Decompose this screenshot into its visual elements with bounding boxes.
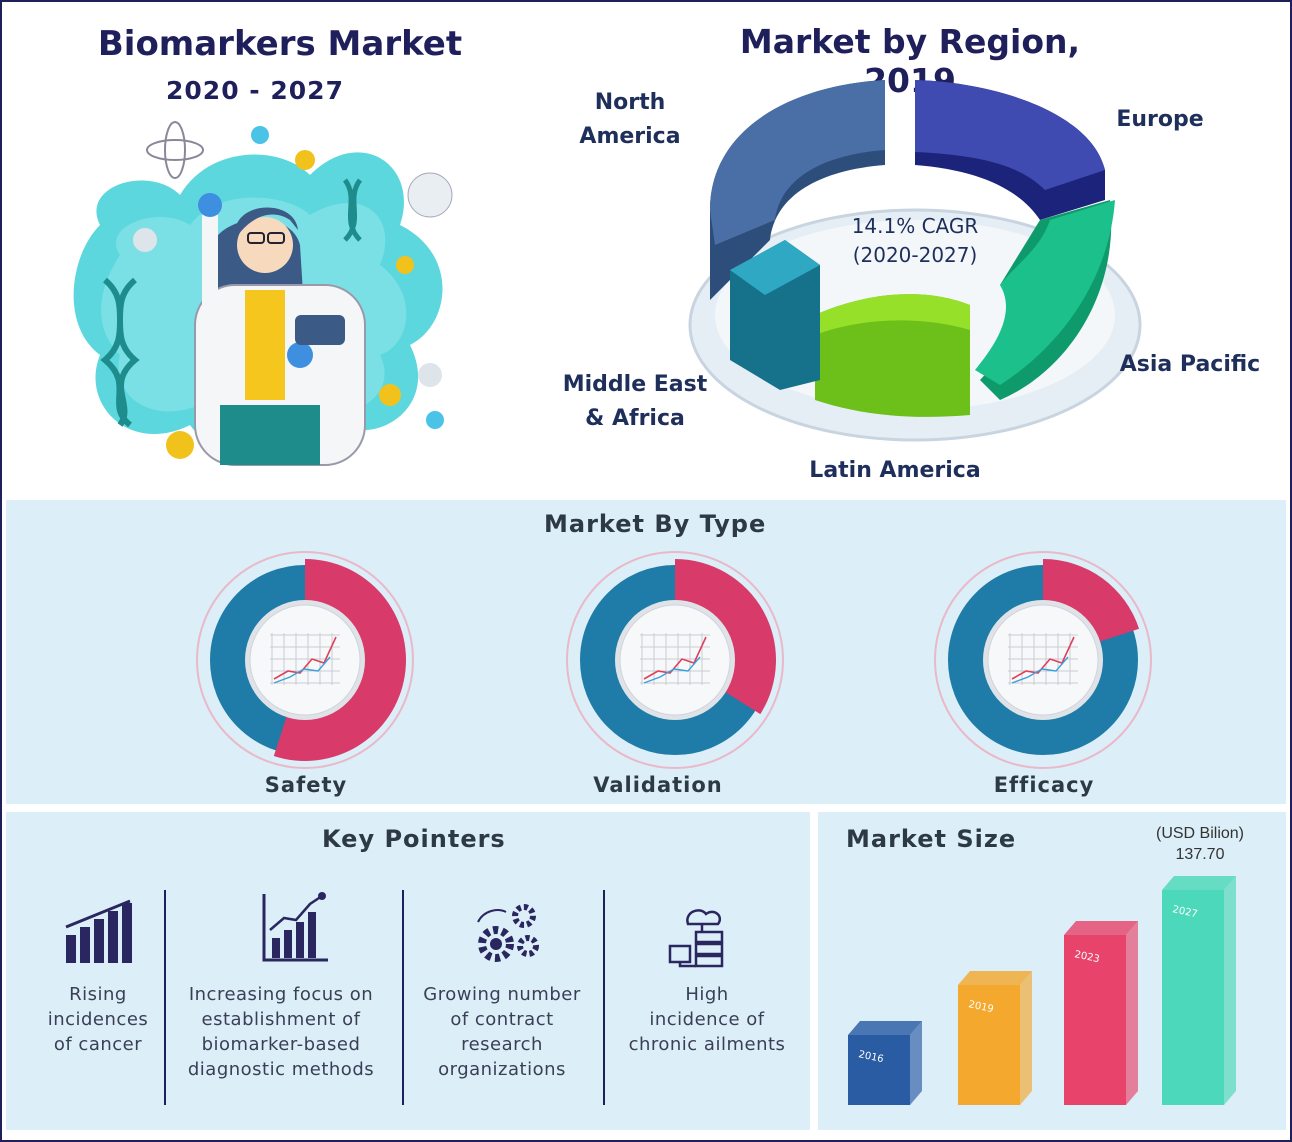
bar-top <box>848 1021 922 1035</box>
text-line: diagnostic methods <box>187 1059 375 1080</box>
region-label-line: Middle East <box>562 372 708 397</box>
donut-center <box>987 604 1099 716</box>
text-line: organizations <box>438 1059 566 1080</box>
text-line: establishment of <box>201 1009 361 1030</box>
type-label-validation: Validation <box>593 773 723 797</box>
text-line: incidences <box>47 1009 149 1030</box>
text-line: incidence of <box>649 1009 765 1030</box>
text-line: biomarker-based <box>201 1034 361 1055</box>
mini-line-chart-icon <box>640 633 710 685</box>
text-line: chronic ailments <box>628 1034 786 1055</box>
bar-chart-icon <box>65 899 132 963</box>
mini-line-chart-icon <box>1008 633 1078 685</box>
segment-asia-pacific <box>975 200 1115 400</box>
donut-highlight-segment <box>1043 559 1140 644</box>
region-label-europe: Europe <box>1116 107 1204 132</box>
dna-icon <box>100 277 140 428</box>
bar-front <box>848 1035 910 1105</box>
gears-icon <box>477 904 539 962</box>
bar-2027: 2027 <box>1162 876 1236 1105</box>
bar-2016: 2016 <box>848 1021 922 1105</box>
bar-side <box>1020 971 1032 1105</box>
key-pointer-text-4: High incidence of chronic ailments <box>612 982 802 1057</box>
key-pointers-title: Key Pointers <box>322 825 506 853</box>
period-label: 2020 - 2027 <box>166 76 344 105</box>
donut-ring <box>196 551 414 769</box>
donut-ring <box>566 551 784 769</box>
region-label-line: & Africa <box>585 406 685 431</box>
bar-top <box>1162 876 1236 890</box>
bar-year-label: 2016 <box>857 1049 884 1065</box>
bar-2023: 2023 <box>1064 921 1138 1105</box>
bar-year-label: 2019 <box>967 999 994 1015</box>
region-label-north-america: North America <box>555 86 705 154</box>
region-label-line: North <box>594 90 666 115</box>
donut-center <box>249 604 361 716</box>
bar-year-label: 2023 <box>1073 949 1100 965</box>
donut-center <box>619 604 731 716</box>
main-title: Biomarkers Market <box>97 24 463 64</box>
segment-north-america <box>710 80 885 300</box>
text-line: Growing number <box>423 984 581 1005</box>
cloud-server-icon <box>668 909 724 968</box>
text-line: of cancer <box>53 1034 143 1055</box>
donut-ring <box>934 551 1152 769</box>
key-pointer-text-1: Rising incidences of cancer <box>28 982 168 1057</box>
type-label-efficacy: Efficacy <box>993 773 1095 797</box>
bar-front <box>1162 890 1224 1105</box>
divider <box>603 890 605 1105</box>
mini-line-chart-icon <box>270 633 340 685</box>
trend-chart-icon <box>262 892 328 962</box>
region-label-line: America <box>579 124 681 149</box>
bar-2019: 2019 <box>958 971 1032 1105</box>
type-donut-efficacy <box>934 551 1152 769</box>
bar-top <box>1064 921 1138 935</box>
divider <box>164 890 166 1105</box>
type-donut-safety <box>196 551 414 769</box>
text-line: High <box>685 984 729 1005</box>
region-label-asia-pacific: Asia Pacific <box>1119 352 1261 377</box>
cagr-line2: (2020-2027) <box>853 243 978 267</box>
market-by-type-title: Market By Type <box>544 510 767 538</box>
donut-highlight-segment <box>273 559 407 761</box>
divider <box>402 890 404 1105</box>
segment-europe <box>915 80 1105 220</box>
dna-icon <box>342 178 363 242</box>
type-label-safety: Safety <box>264 773 348 797</box>
market-size-title: Market Size <box>846 825 1017 853</box>
cagr-line1: 14.1% CAGR <box>852 214 979 238</box>
segment-latin-america <box>815 294 970 417</box>
bar-top <box>958 971 1032 985</box>
market-size-unit: (USD Bilion) <box>1155 825 1244 842</box>
key-pointer-text-3: Growing number of contract research orga… <box>410 982 594 1082</box>
text-line: research <box>461 1034 543 1055</box>
region-label-latin-america: Latin America <box>809 458 981 483</box>
bar-side <box>1126 921 1138 1105</box>
bar-front <box>958 985 1020 1105</box>
text-line: Rising <box>69 984 127 1005</box>
region-donut-chart: 14.1% CAGR (2020-2027) <box>688 80 1142 442</box>
bar-year-label: 2027 <box>1171 904 1198 920</box>
bar-side <box>1224 876 1236 1105</box>
key-pointers-panel <box>6 812 810 1130</box>
region-label-middle-east-africa: Middle East & Africa <box>555 368 715 436</box>
segment-middle-east-africa <box>730 240 820 390</box>
text-line: of contract <box>450 1009 554 1030</box>
market-size-value: 137.70 <box>1175 846 1225 863</box>
scientist-illustration <box>73 121 453 466</box>
bar-front <box>1064 935 1126 1105</box>
type-donut-validation <box>566 551 784 769</box>
text-line: Increasing focus on <box>188 984 374 1005</box>
key-pointer-text-2: Increasing focus on establishment of bio… <box>172 982 390 1082</box>
bar-side <box>910 1021 922 1105</box>
market-size-bar-chart: 2016 2019 2023 2027 <box>848 876 1236 1105</box>
